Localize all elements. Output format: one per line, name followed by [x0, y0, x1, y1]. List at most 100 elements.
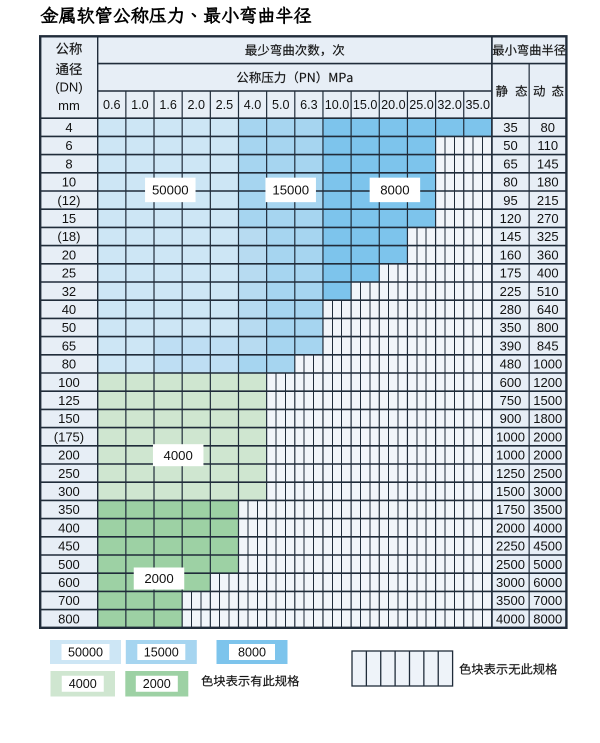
svg-text:1200: 1200	[533, 375, 562, 390]
svg-text:400: 400	[58, 520, 80, 535]
svg-text:10.0: 10.0	[325, 98, 350, 112]
svg-text:1000: 1000	[496, 429, 525, 444]
svg-text:750: 750	[500, 393, 522, 408]
svg-text:0.6: 0.6	[103, 98, 121, 112]
svg-text:360: 360	[537, 247, 559, 262]
svg-text:900: 900	[500, 411, 522, 426]
svg-text:(175): (175)	[54, 429, 84, 444]
svg-text:4.0: 4.0	[244, 98, 262, 112]
svg-text:640: 640	[537, 302, 559, 317]
svg-text:35.0: 35.0	[466, 98, 491, 112]
svg-text:3500: 3500	[496, 593, 525, 608]
svg-text:150: 150	[58, 411, 80, 426]
svg-text:2000: 2000	[143, 677, 171, 691]
svg-text:2500: 2500	[496, 557, 525, 572]
svg-text:300: 300	[58, 484, 80, 499]
svg-text:350: 350	[500, 320, 522, 335]
svg-text:2000: 2000	[496, 520, 525, 535]
svg-text:2000: 2000	[144, 571, 173, 586]
svg-text:mm: mm	[58, 98, 80, 113]
svg-text:2.5: 2.5	[216, 98, 234, 112]
svg-text:80: 80	[503, 175, 517, 190]
svg-text:800: 800	[58, 611, 80, 626]
svg-text:800: 800	[537, 320, 559, 335]
svg-text:1000: 1000	[496, 448, 525, 463]
svg-text:32: 32	[62, 284, 76, 299]
svg-text:160: 160	[500, 247, 522, 262]
svg-text:480: 480	[500, 357, 522, 372]
svg-text:(DN): (DN)	[55, 80, 82, 95]
svg-text:250: 250	[58, 466, 80, 481]
svg-text:15: 15	[62, 211, 76, 226]
svg-text:145: 145	[500, 229, 522, 244]
svg-text:8: 8	[65, 156, 72, 171]
svg-text:845: 845	[537, 338, 559, 353]
svg-text:350: 350	[58, 502, 80, 517]
svg-text:1750: 1750	[496, 502, 525, 517]
svg-text:225: 225	[500, 284, 522, 299]
svg-text:325: 325	[537, 229, 559, 244]
svg-text:215: 215	[537, 193, 559, 208]
svg-text:5.0: 5.0	[272, 98, 290, 112]
svg-text:1500: 1500	[533, 393, 562, 408]
svg-text:600: 600	[58, 575, 80, 590]
svg-text:6.3: 6.3	[300, 98, 318, 112]
svg-text:2.0: 2.0	[187, 98, 205, 112]
svg-text:35: 35	[503, 120, 517, 135]
svg-text:7000: 7000	[533, 593, 562, 608]
svg-text:(18): (18)	[57, 229, 80, 244]
svg-text:270: 270	[537, 211, 559, 226]
svg-text:6000: 6000	[533, 575, 562, 590]
svg-text:8000: 8000	[533, 611, 562, 626]
svg-text:3500: 3500	[533, 502, 562, 517]
svg-text:4000: 4000	[164, 448, 193, 463]
svg-text:125: 125	[58, 393, 80, 408]
svg-text:65: 65	[62, 338, 76, 353]
svg-text:80: 80	[62, 357, 76, 372]
svg-text:175: 175	[500, 266, 522, 281]
svg-text:3000: 3000	[533, 484, 562, 499]
svg-text:15000: 15000	[272, 183, 309, 198]
svg-text:80: 80	[541, 120, 555, 135]
svg-text:145: 145	[537, 156, 559, 171]
svg-text:95: 95	[503, 193, 517, 208]
svg-text:4000: 4000	[69, 677, 97, 691]
svg-text:10: 10	[62, 175, 76, 190]
svg-text:120: 120	[500, 211, 522, 226]
svg-text:110: 110	[537, 138, 558, 153]
svg-text:6: 6	[65, 138, 72, 153]
svg-text:2000: 2000	[533, 429, 562, 444]
svg-text:25.0: 25.0	[409, 98, 434, 112]
svg-text:50: 50	[62, 320, 76, 335]
svg-text:4: 4	[65, 120, 72, 135]
svg-text:200: 200	[58, 448, 80, 463]
svg-text:8000: 8000	[238, 645, 266, 659]
svg-text:65: 65	[503, 156, 517, 171]
svg-text:20: 20	[62, 247, 76, 262]
svg-text:50000: 50000	[152, 183, 189, 198]
svg-text:1.0: 1.0	[131, 98, 149, 112]
svg-text:1000: 1000	[533, 357, 562, 372]
svg-text:390: 390	[500, 338, 522, 353]
svg-text:20.0: 20.0	[381, 98, 406, 112]
svg-text:50000: 50000	[68, 645, 103, 659]
svg-text:3000: 3000	[496, 575, 525, 590]
svg-text:700: 700	[58, 593, 80, 608]
svg-text:5000: 5000	[533, 557, 562, 572]
svg-text:510: 510	[537, 284, 559, 299]
svg-text:50: 50	[503, 138, 517, 153]
svg-text:(12): (12)	[57, 193, 80, 208]
svg-text:8000: 8000	[380, 183, 409, 198]
svg-text:2500: 2500	[533, 466, 562, 481]
svg-text:1250: 1250	[496, 466, 525, 481]
svg-text:600: 600	[500, 375, 522, 390]
svg-text:2250: 2250	[496, 539, 525, 554]
svg-text:100: 100	[58, 375, 80, 390]
svg-text:280: 280	[500, 302, 522, 317]
svg-text:450: 450	[58, 539, 80, 554]
svg-text:4000: 4000	[533, 520, 562, 535]
svg-text:4000: 4000	[496, 611, 525, 626]
svg-text:1800: 1800	[533, 411, 562, 426]
svg-text:32.0: 32.0	[437, 98, 462, 112]
svg-text:4500: 4500	[533, 539, 562, 554]
